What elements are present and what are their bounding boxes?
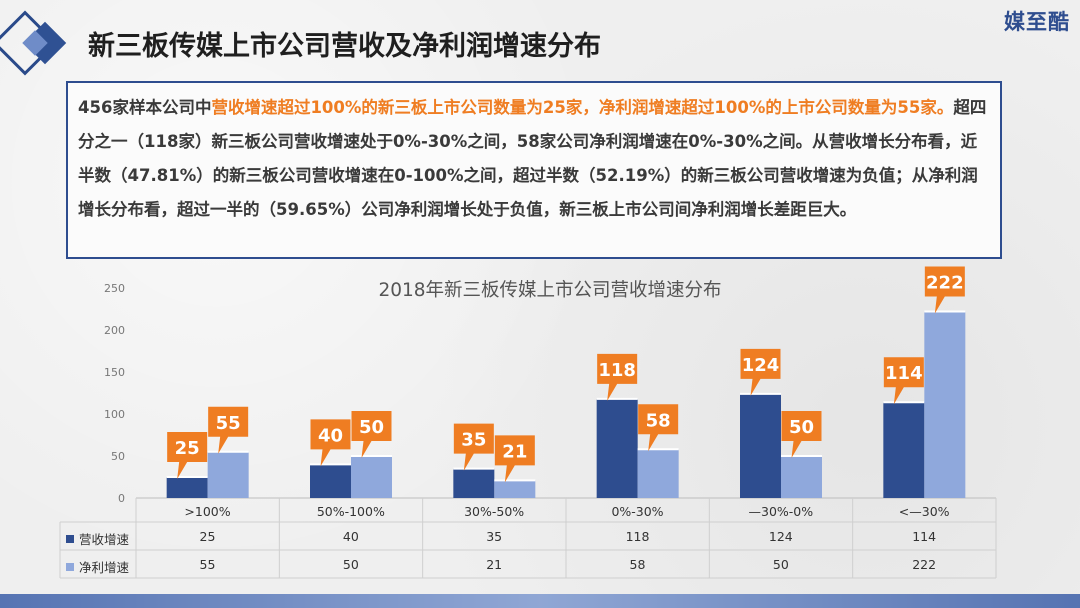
table-cell: 55 <box>199 557 216 572</box>
data-label-badge: 21 <box>494 435 535 483</box>
data-label-value: 114 <box>885 363 923 384</box>
data-label-callout <box>494 435 535 483</box>
data-label-callout <box>638 404 679 452</box>
bar-revenue <box>596 398 638 498</box>
data-label-badge: 35 <box>453 423 494 471</box>
data-label-value: 222 <box>926 273 964 294</box>
data-label-badge: 55 <box>208 406 249 454</box>
bar-revenue <box>883 402 925 498</box>
y-tick-label: 200 <box>104 324 125 337</box>
page-title: 新三板传媒上市公司营收及净利润增速分布 <box>88 31 601 62</box>
x-category-label: —30%-0% <box>748 504 814 519</box>
data-label-badge: 222 <box>924 266 965 314</box>
y-tick-label: 100 <box>104 408 125 421</box>
bar-profit <box>924 311 966 498</box>
bar-profit <box>494 480 536 498</box>
data-label-callout <box>208 406 249 454</box>
x-category-label: 0%-30% <box>611 504 664 519</box>
data-label-badge: 50 <box>781 411 822 458</box>
data-label-callout <box>781 411 822 458</box>
description-body: 超四分之一（118家）新三板公司营收增速处于0%-30%之间，58家公司净利润增… <box>78 98 987 219</box>
data-label-callout <box>597 353 638 401</box>
y-tick-label: 250 <box>104 282 125 295</box>
data-label-badge: 40 <box>310 419 351 467</box>
table-cell: 40 <box>342 529 359 544</box>
data-label-value: 118 <box>598 360 636 381</box>
chart-title: 2018年新三板传媒上市公司营收增速分布 <box>378 280 722 301</box>
table-cell: 50 <box>772 557 789 572</box>
data-label-callout <box>883 357 924 405</box>
data-label-badge: 114 <box>883 357 924 405</box>
data-label-callout <box>310 419 351 467</box>
bottom-decor-band <box>0 594 1080 608</box>
table-cell: 58 <box>629 557 646 572</box>
bar-revenue <box>166 477 208 498</box>
data-label-callout <box>740 348 781 396</box>
data-label-badge: 118 <box>597 353 638 401</box>
x-category-label: 50%-100% <box>316 504 385 519</box>
legend-label: 营收增速 <box>79 532 130 547</box>
bar-revenue <box>453 468 495 498</box>
data-label-badge: 50 <box>351 411 392 458</box>
data-label-value: 50 <box>359 417 384 438</box>
table-cell: 124 <box>768 529 793 544</box>
y-tick-label: 150 <box>104 366 125 379</box>
x-category-label: >100% <box>184 504 231 519</box>
table-cell: 35 <box>486 529 503 544</box>
bar-profit <box>781 456 822 498</box>
description-box: 456家样本公司中营收增速超过100%的新三板上市公司数量为25家，净利润增速超… <box>66 81 1002 259</box>
y-tick-label: 0 <box>118 492 125 505</box>
data-label-value: 35 <box>461 430 486 451</box>
table-cell: 50 <box>342 557 359 572</box>
brand-logo: 媒至酷 <box>1004 10 1070 34</box>
legend-label: 净利增速 <box>79 560 130 575</box>
table-cell: 114 <box>912 529 937 544</box>
bar-profit <box>207 451 249 498</box>
data-label-value: 58 <box>646 410 671 431</box>
data-label-callout <box>351 411 392 458</box>
bar-revenue <box>740 393 781 498</box>
legend-swatch <box>66 534 74 543</box>
data-label-badge: 58 <box>638 404 679 452</box>
data-label-badge: 124 <box>740 348 781 396</box>
data-label-value: 55 <box>216 413 241 434</box>
legend-item: 净利增速 <box>66 557 136 576</box>
description-intro: 456家样本公司中 <box>78 98 212 117</box>
bar-profit <box>351 456 392 498</box>
x-category-label: <—30% <box>898 504 950 519</box>
data-label-callout <box>924 266 965 314</box>
data-label-value: 21 <box>502 441 527 462</box>
legend-swatch <box>66 562 74 571</box>
data-label-callout <box>453 423 494 471</box>
data-label-value: 50 <box>789 417 814 438</box>
table-cell: 222 <box>912 557 937 572</box>
bar-profit <box>637 449 679 498</box>
data-label-value: 124 <box>742 355 780 376</box>
table-cell: 25 <box>199 529 216 544</box>
legend-item: 营收增速 <box>66 529 136 548</box>
data-label-callout <box>167 432 208 479</box>
table-cell: 21 <box>486 557 503 572</box>
table-cell: 118 <box>625 529 650 544</box>
data-label-value: 40 <box>318 425 343 446</box>
data-label-value: 25 <box>175 438 200 459</box>
y-tick-label: 50 <box>111 450 125 463</box>
x-category-label: 30%-50% <box>464 504 525 519</box>
bar-revenue <box>310 464 351 498</box>
data-label-badge: 25 <box>167 432 208 479</box>
description-highlight: 营收增速超过100%的新三板上市公司数量为25家，净利润增速超过100%的上市公… <box>211 98 954 117</box>
